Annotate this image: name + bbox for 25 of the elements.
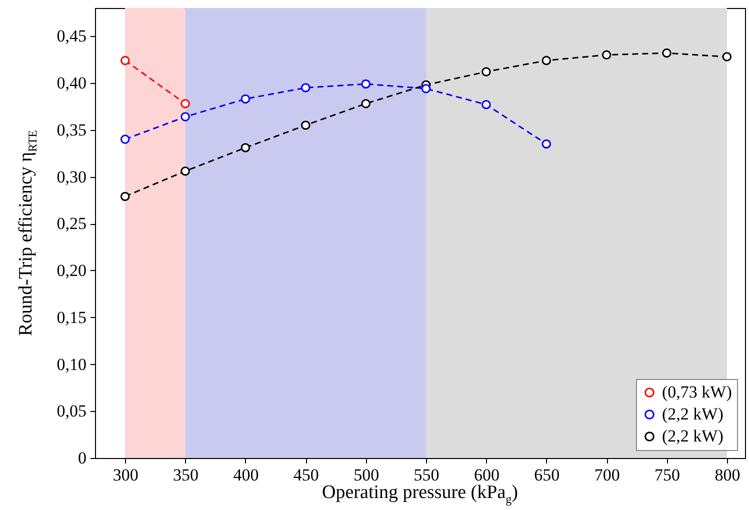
y-tick-label: 0,30 [56, 167, 86, 186]
x-axis-title: Operating pressure (kPa$_{g}$) [322, 482, 518, 506]
y-tick-label: 0 [78, 448, 86, 468]
y-tick-label: 0,40 [56, 74, 86, 92]
x-tick-label: 500 [354, 466, 380, 484]
legend-label: (0,73 kW) [662, 382, 732, 402]
x-tick-label: 600 [474, 466, 500, 484]
legend-label: (2,2 kW) [662, 426, 724, 446]
x-tick-label: 650 [534, 466, 560, 484]
y-tick-label: 0,10 [56, 354, 86, 374]
x-tick-label: 750 [654, 466, 680, 484]
y-tick-label: 0,45 [56, 26, 86, 46]
y-tick-label: 0,35 [56, 120, 86, 140]
x-tick-label: 700 [594, 466, 620, 484]
x-tick-label: 400 [233, 466, 259, 484]
x-tick-label: 350 [173, 466, 199, 484]
y-tick-label: 0,20 [56, 261, 86, 280]
x-tick-label: 800 [714, 466, 740, 484]
x-tick-label: 300 [112, 466, 138, 484]
y-tick-label: 0,25 [56, 214, 86, 234]
y-tick-label: 0,05 [56, 402, 86, 421]
y-tick-label: 0,15 [56, 308, 86, 327]
legend-label: (2,2 kW) [662, 404, 724, 424]
x-tick-label: 550 [414, 466, 440, 484]
x-tick-label: 450 [293, 466, 319, 484]
